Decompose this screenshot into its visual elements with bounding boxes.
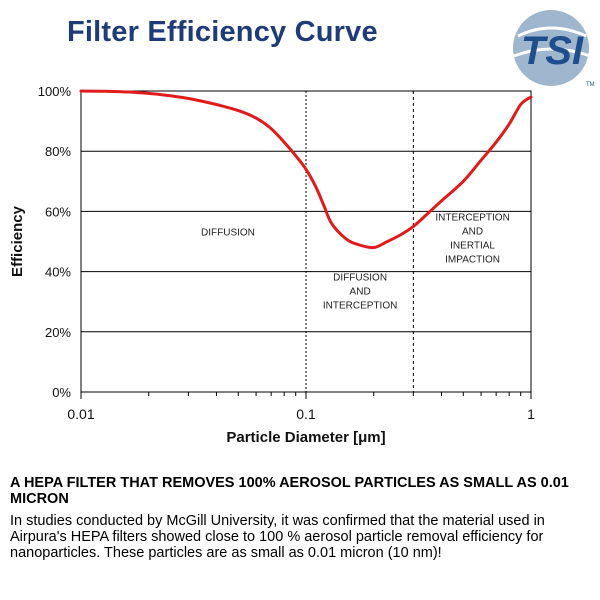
- y-tick-label: 20%: [45, 325, 71, 340]
- y-axis-ticks: 0% 20% 40% 60% 80% 100%: [38, 84, 72, 400]
- region-labels: DIFFUSION DIFFUSION AND INTERCEPTION INTERCE…: [201, 212, 510, 311]
- region-label: DIFFUSION: [201, 227, 255, 238]
- x-axis-title: Particle Diameter [μm]: [226, 429, 385, 446]
- y-axis-title: Efficiency: [9, 205, 26, 277]
- region-label: INTERCEPTION AND INERTIAL IMPACTION: [435, 212, 509, 265]
- y-tick-label: 60%: [45, 204, 71, 219]
- headline: A HEPA FILTER THAT REMOVES 100% AEROSOL …: [10, 475, 569, 507]
- region-label: DIFFUSION AND INTERCEPTION: [323, 273, 397, 312]
- body-text: In studies conducted by McGill Universit…: [10, 513, 545, 561]
- x-axis-ticks: 0.01 0.1 1: [67, 392, 535, 422]
- efficiency-curve: [79, 89, 533, 250]
- x-tick-label: 0.1: [296, 406, 316, 422]
- y-tick-label: 80%: [45, 144, 71, 159]
- y-tick-label: 100%: [38, 84, 72, 99]
- tsi-logo: TSI TM: [513, 10, 595, 88]
- filter-efficiency-chart: 0%20%40%60%80%100% 0.01 0.1 1 DIFFUSIONDIF…: [9, 84, 535, 446]
- logo-trademark: TM: [586, 82, 595, 88]
- x-tick-label: 1: [527, 406, 535, 422]
- region-dividers: [305, 91, 414, 392]
- logo-text: TSI: [521, 29, 584, 73]
- x-tick-label: 0.01: [67, 406, 94, 422]
- chart-title: Filter Efficiency Curve: [67, 16, 378, 48]
- y-tick-label: 0%: [52, 385, 71, 400]
- y-tick-label: 40%: [45, 265, 71, 280]
